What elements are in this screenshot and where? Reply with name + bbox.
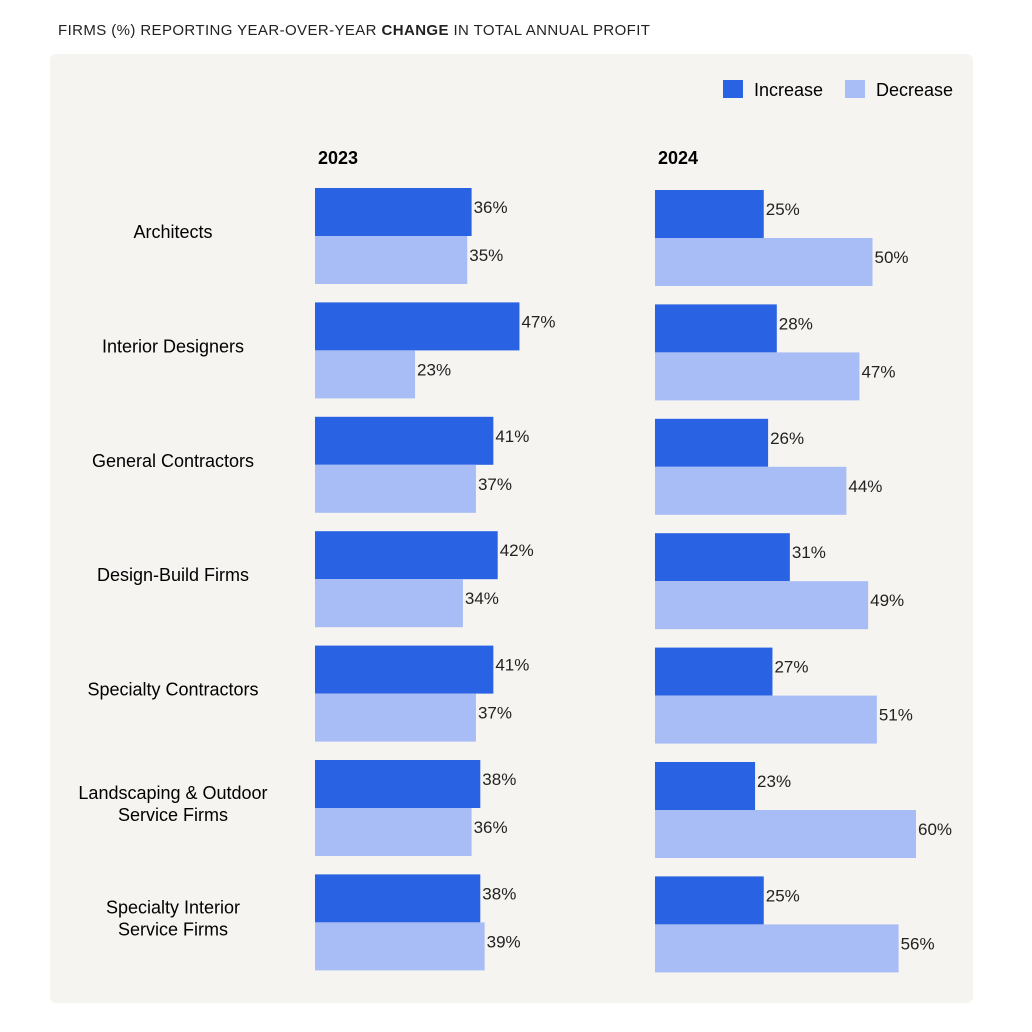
bar-2024-increase xyxy=(655,418,769,467)
legend-swatch-increase xyxy=(723,80,743,98)
bar-2023-decrease xyxy=(315,464,476,513)
bar-2024-decrease xyxy=(655,695,877,744)
bar-2023-increase xyxy=(315,302,520,351)
bar-2023-decrease xyxy=(315,350,416,399)
data-label: 36% xyxy=(474,198,508,217)
bar-2023-increase xyxy=(315,188,472,236)
bar-2024-decrease xyxy=(655,581,869,630)
chart-title: FIRMS (%) REPORTING YEAR-OVER-YEAR CHANG… xyxy=(58,22,650,39)
data-label: 28% xyxy=(779,314,813,333)
data-label: 23% xyxy=(417,360,451,379)
data-label: 39% xyxy=(487,932,521,951)
data-label: 41% xyxy=(495,656,529,675)
bar-2024-increase xyxy=(655,876,764,925)
title-emphasis: CHANGE xyxy=(381,22,449,39)
panel-year-2023: 2023 xyxy=(318,148,358,168)
bar-2023-increase xyxy=(315,645,494,694)
category-label: General Contractors xyxy=(92,451,254,471)
data-label: 37% xyxy=(478,704,512,723)
legend-label-increase: Increase xyxy=(754,80,823,100)
category-label: Interior Designers xyxy=(102,336,244,356)
bar-2023-increase xyxy=(315,760,481,808)
bar-2024-decrease xyxy=(655,924,899,973)
bar-2024-increase xyxy=(655,762,756,810)
data-label: 23% xyxy=(757,772,791,791)
bar-2024-increase xyxy=(655,304,777,353)
data-label: 25% xyxy=(766,886,800,905)
bar-2023-increase xyxy=(315,531,498,580)
data-label: 50% xyxy=(875,248,909,267)
bar-2023-decrease xyxy=(315,808,472,856)
panel-year-2024: 2024 xyxy=(658,148,698,168)
data-label: 60% xyxy=(918,820,952,839)
data-label: 38% xyxy=(482,884,516,903)
legend-swatch-decrease xyxy=(845,80,865,98)
category-label: Specialty Contractors xyxy=(87,680,258,700)
data-label: 25% xyxy=(766,200,800,219)
data-label: 47% xyxy=(521,312,555,331)
category-label: Specialty Interior xyxy=(106,897,240,917)
data-label: 51% xyxy=(879,706,913,725)
bar-2024-increase xyxy=(655,647,773,696)
bar-2023-decrease xyxy=(315,693,476,742)
legend-label-decrease: Decrease xyxy=(876,80,953,100)
bar-2023-decrease xyxy=(315,579,463,628)
category-label: Architects xyxy=(133,222,212,242)
data-label: 36% xyxy=(474,818,508,837)
bar-2023-decrease xyxy=(315,236,468,284)
data-label: 27% xyxy=(774,658,808,677)
data-label: 49% xyxy=(870,591,904,610)
bar-2023-decrease xyxy=(315,922,485,971)
data-label: 41% xyxy=(495,427,529,446)
bar-2024-increase xyxy=(655,533,790,582)
category-label: Service Firms xyxy=(118,919,228,939)
bar-2024-decrease xyxy=(655,238,873,286)
title-text-end: IN TOTAL ANNUAL PROFIT xyxy=(448,22,651,39)
data-label: 56% xyxy=(901,934,935,953)
data-label: 42% xyxy=(500,541,534,560)
bar-2024-decrease xyxy=(655,466,847,515)
bar-2024-increase xyxy=(655,190,764,238)
data-label: 31% xyxy=(792,543,826,562)
data-label: 34% xyxy=(465,589,499,608)
bar-2024-decrease xyxy=(655,810,916,858)
title-text: FIRMS (%) REPORTING YEAR-OVER-YEAR xyxy=(58,22,382,39)
bar-2024-decrease xyxy=(655,352,860,401)
data-label: 38% xyxy=(482,770,516,789)
data-label: 47% xyxy=(861,362,895,381)
category-label: Design-Build Firms xyxy=(97,565,249,585)
data-label: 44% xyxy=(848,477,882,496)
category-label: Landscaping & Outdoor xyxy=(78,783,267,803)
data-label: 37% xyxy=(478,475,512,494)
category-label: Service Firms xyxy=(118,805,228,825)
data-label: 35% xyxy=(469,246,503,265)
bar-2023-increase xyxy=(315,416,494,465)
bar-2023-increase xyxy=(315,874,481,923)
data-label: 26% xyxy=(770,429,804,448)
